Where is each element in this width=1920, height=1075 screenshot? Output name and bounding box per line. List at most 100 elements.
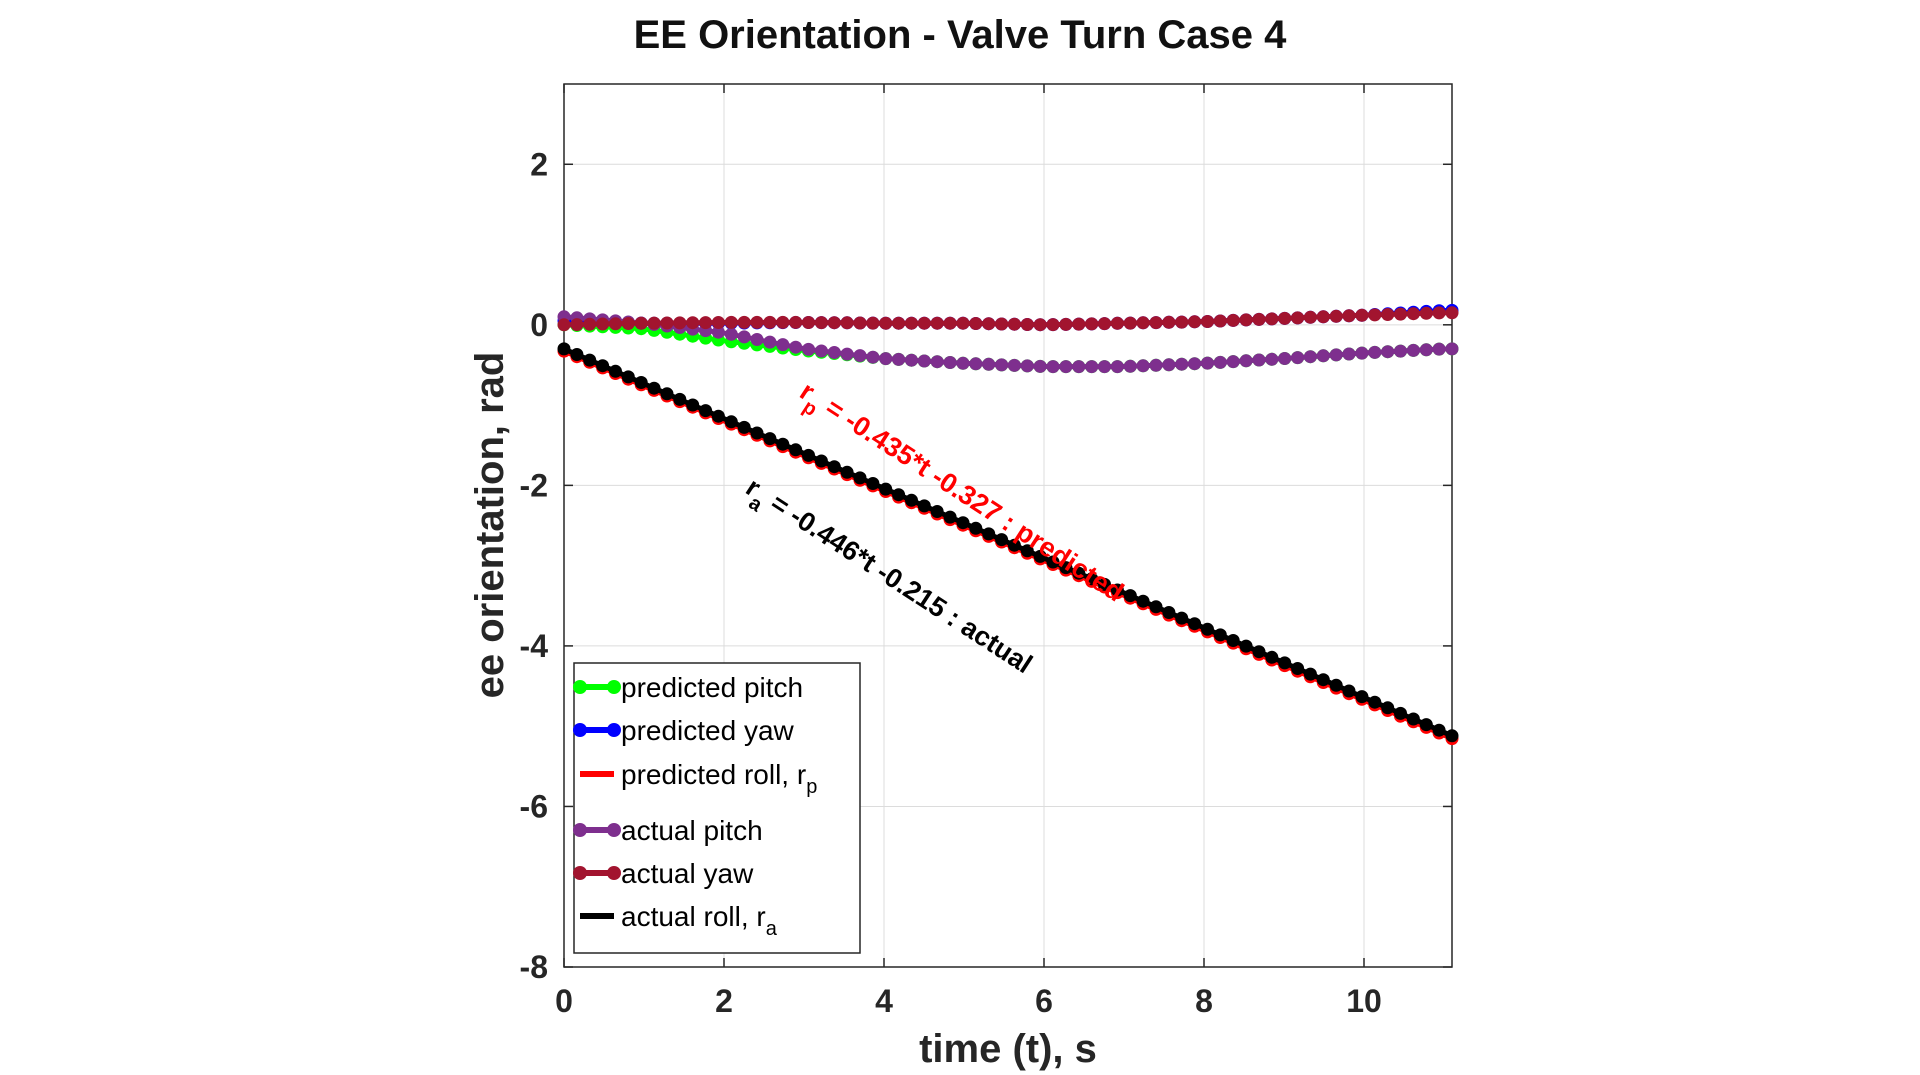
data-point [737, 330, 751, 344]
y-tick-label: 2 [530, 146, 548, 182]
data-point [969, 357, 983, 371]
data-point [634, 316, 648, 330]
data-point [789, 315, 803, 329]
data-point [879, 316, 893, 330]
legend-marker [607, 823, 621, 837]
data-point [1007, 317, 1021, 331]
data-point [1149, 358, 1163, 372]
data-point [1394, 307, 1407, 321]
data-point [853, 471, 867, 485]
data-point [1252, 353, 1266, 367]
data-point [1098, 317, 1111, 331]
y-tick-label: -2 [520, 467, 548, 503]
legend-marker [573, 723, 587, 737]
data-point [660, 387, 674, 401]
data-point [1445, 729, 1459, 743]
data-point [1291, 351, 1305, 365]
data-point [1072, 317, 1086, 331]
data-point [1303, 310, 1317, 324]
data-point [1046, 360, 1060, 374]
legend-marker [607, 680, 621, 694]
data-point [802, 448, 815, 462]
data-point [776, 437, 790, 451]
data-point [1342, 347, 1356, 361]
data-point [1406, 307, 1420, 321]
data-point [1316, 310, 1330, 324]
data-point [763, 315, 777, 329]
data-point [1291, 311, 1305, 325]
legend-label: actual yaw [621, 858, 754, 889]
data-point [853, 316, 867, 330]
data-point [660, 316, 674, 330]
data-point [1123, 359, 1137, 373]
data-point [673, 316, 687, 330]
data-point [1265, 650, 1279, 664]
data-point [1419, 718, 1433, 732]
data-point [866, 316, 880, 330]
data-point [1355, 346, 1369, 360]
data-point [1445, 342, 1459, 356]
chart-title: EE Orientation - Valve Turn Case 4 [634, 13, 1288, 57]
legend-marker [607, 866, 621, 880]
legend-marker [607, 723, 621, 737]
data-point [1432, 306, 1446, 320]
legend-item-actual-pitch: actual pitch [573, 815, 763, 846]
data-point [737, 315, 751, 329]
data-point [1033, 318, 1047, 332]
data-point [711, 325, 725, 339]
data-point [1381, 345, 1395, 359]
data-point [866, 477, 880, 490]
data-point [1149, 316, 1163, 330]
x-tick-label: 4 [875, 983, 893, 1019]
data-point [557, 318, 571, 332]
data-point [789, 443, 803, 457]
data-point [1368, 345, 1382, 359]
data-point [1059, 561, 1073, 575]
data-point [1381, 701, 1395, 715]
data-point [1368, 308, 1382, 322]
data-point [1239, 639, 1253, 653]
data-point [1329, 309, 1343, 323]
data-point [1046, 318, 1060, 332]
data-point [917, 354, 931, 368]
data-point [1123, 316, 1137, 330]
legend-box [573, 662, 861, 954]
data-point [686, 398, 700, 412]
data-point [621, 317, 635, 330]
data-point [1265, 352, 1279, 366]
data-point [763, 432, 777, 446]
data-point [699, 316, 713, 330]
data-point [1188, 315, 1202, 329]
legend-label: predicted pitch [621, 672, 803, 703]
data-point [814, 344, 828, 358]
data-point [1368, 695, 1382, 709]
data-point [814, 316, 828, 330]
data-point [1201, 315, 1214, 328]
data-point [724, 315, 738, 329]
data-point [1265, 312, 1279, 326]
data-point [1136, 359, 1150, 373]
data-point [853, 349, 867, 363]
data-point [750, 333, 764, 346]
data-point [802, 342, 815, 356]
data-point [1355, 308, 1369, 322]
data-point [1239, 313, 1253, 327]
data-point [840, 316, 854, 330]
data-point [1007, 358, 1021, 372]
data-point [969, 521, 983, 535]
data-point [1085, 317, 1099, 331]
data-point [724, 415, 738, 429]
data-point [1394, 344, 1407, 358]
legend-label: actual pitch [621, 815, 763, 846]
data-point [814, 454, 828, 468]
data-point [1046, 555, 1060, 569]
data-point [596, 317, 610, 331]
data-point [776, 338, 790, 352]
data-point [1278, 656, 1292, 670]
data-point [905, 493, 918, 507]
data-point [647, 316, 661, 330]
data-point [1303, 667, 1317, 681]
data-point [1007, 538, 1021, 552]
data-point [583, 353, 597, 367]
data-point [1136, 594, 1150, 608]
